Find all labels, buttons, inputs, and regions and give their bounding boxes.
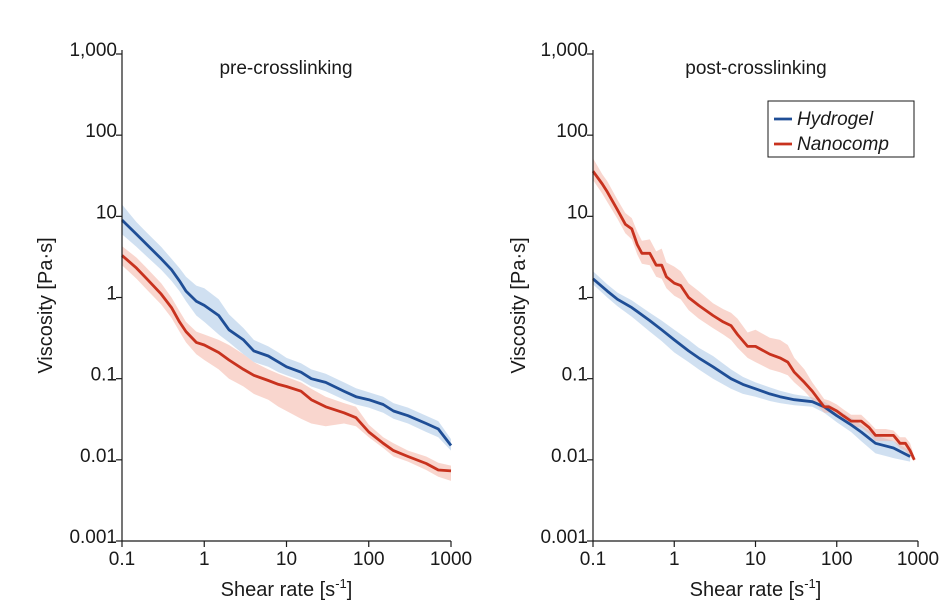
x-axis-title: Shear rate [s-1] xyxy=(221,576,353,601)
x-tick-label: 1 xyxy=(199,549,210,570)
nanocomp-series-line xyxy=(121,254,452,473)
y-tick-label: 0.001 xyxy=(69,527,117,548)
y-tick-label: 0.01 xyxy=(551,446,588,467)
hydrogel-series-line xyxy=(121,219,453,447)
y-axis-title: Viscosity [Pa·s] xyxy=(508,237,530,373)
y-tick-label: 10 xyxy=(96,202,117,223)
x-tick-label: 1 xyxy=(669,549,680,570)
legend-label-nanocomp: Nanocomp xyxy=(797,134,889,155)
x-tick-label: 10 xyxy=(276,549,297,570)
x-tick-label: 0.1 xyxy=(580,549,606,570)
chart-title: post-crosslinking xyxy=(685,58,827,79)
x-tick-label: 100 xyxy=(353,549,385,570)
y-tick-label: 0.1 xyxy=(91,365,117,386)
hydrogel-series-line xyxy=(592,277,911,458)
y-tick-label: 10 xyxy=(567,202,588,223)
nanocomp-series-line xyxy=(591,170,916,461)
x-tick-label: 100 xyxy=(821,549,853,570)
y-tick-label: 0.1 xyxy=(562,365,588,386)
panel-pre-crosslinking: 0.001 0.01 0.1 1 10 100 1,000 0.1 1 10 100 1000 pre-… xyxy=(35,40,472,601)
legend: Hydrogel Nanocomp xyxy=(767,100,915,158)
chart-title: pre-crosslinking xyxy=(219,58,352,79)
hydrogel-error-band xyxy=(122,204,451,451)
y-tick-label: 0.01 xyxy=(80,446,117,467)
nanocomp-error-band xyxy=(122,246,451,481)
y-tick-label: 100 xyxy=(556,121,588,142)
y-tick-label: 1 xyxy=(577,284,588,305)
x-tick-label: 1000 xyxy=(430,549,472,570)
legend-box xyxy=(767,100,915,158)
y-tick-label: 1 xyxy=(106,284,117,305)
y-tick-label: 1,000 xyxy=(540,40,588,61)
y-axis-title: Viscosity [Pa·s] xyxy=(35,237,57,373)
panel-post-crosslinking: 0.001 0.01 0.1 1 10 100 1,000 0.1 1 10 100 1000 post… xyxy=(508,40,939,601)
x-tick-label: 1000 xyxy=(897,549,939,570)
y-tick-label: 1,000 xyxy=(69,40,117,61)
y-tick-label: 0.001 xyxy=(540,527,588,548)
nanocomp-error-band xyxy=(593,158,915,462)
legend-label-hydrogel: Hydrogel xyxy=(797,109,874,130)
x-tick-label: 10 xyxy=(745,549,766,570)
x-axis-title: Shear rate [s-1] xyxy=(690,576,822,601)
y-tick-label: 100 xyxy=(85,121,117,142)
hydrogel-error-band xyxy=(593,271,911,462)
x-tick-label: 0.1 xyxy=(109,549,135,570)
